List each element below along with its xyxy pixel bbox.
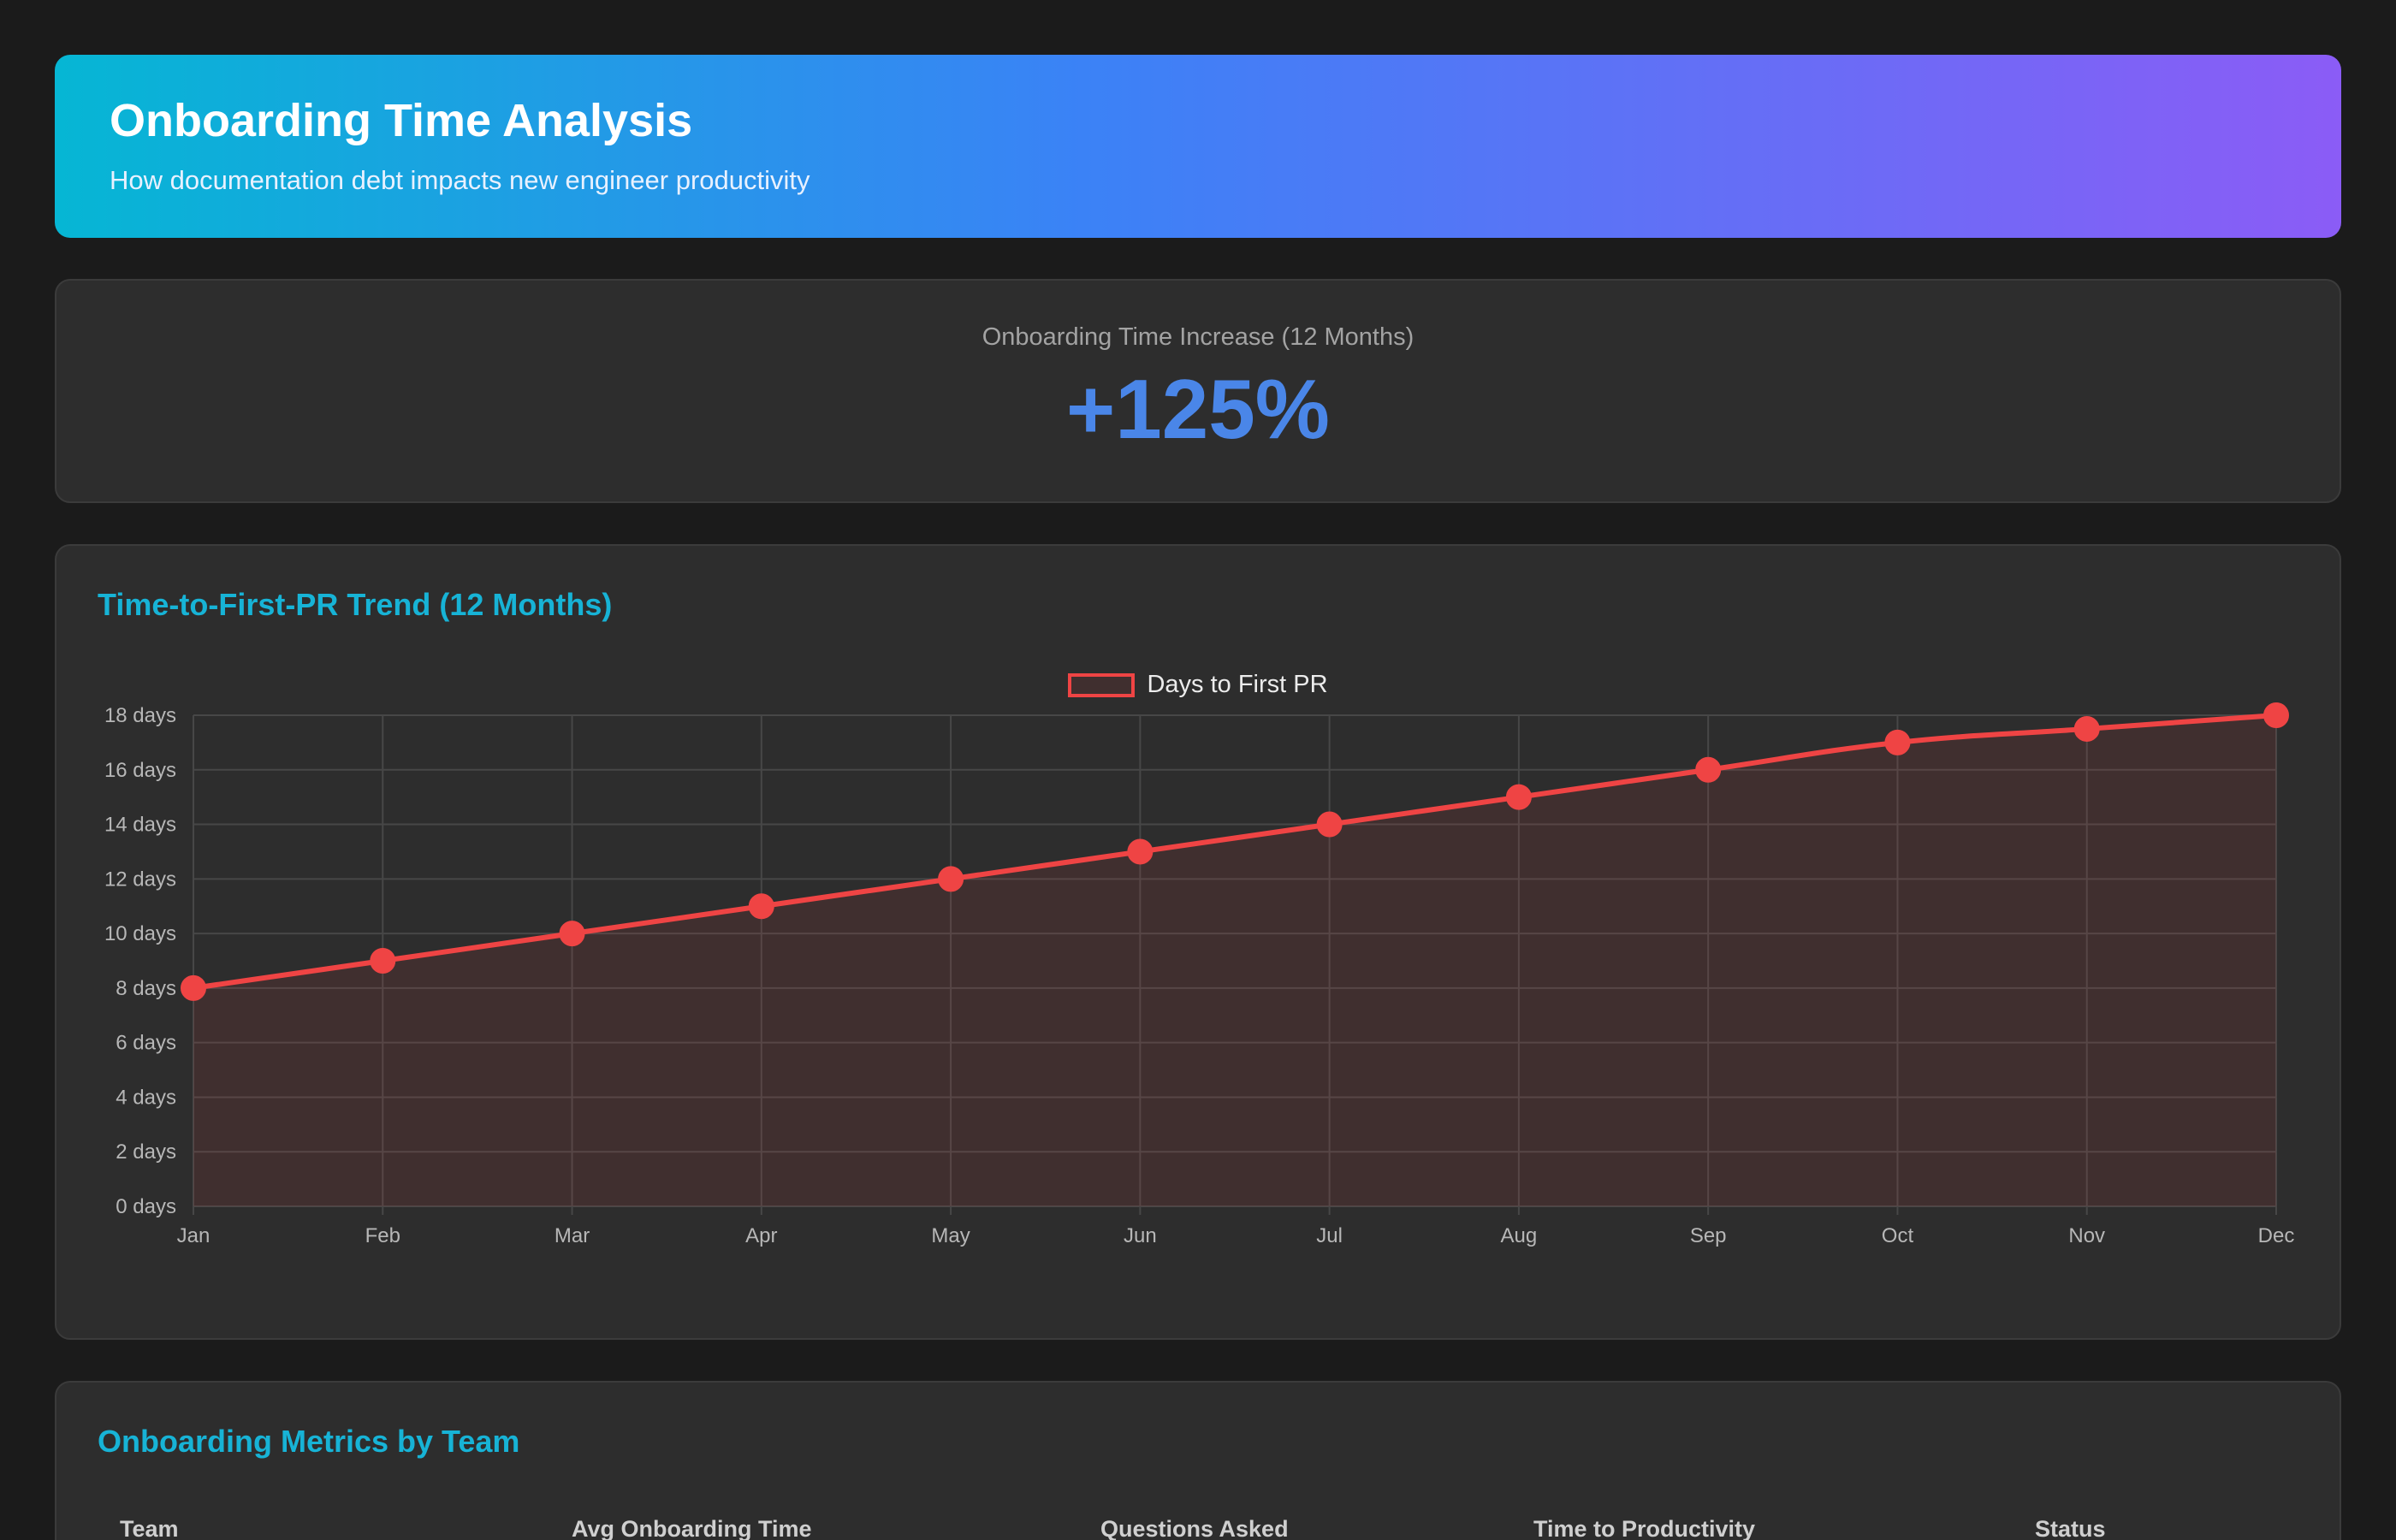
y-tick-label: 0 days [116, 1195, 176, 1218]
data-point[interactable] [1316, 811, 1343, 838]
team-metrics-card: Onboarding Metrics by Team Team Avg Onbo… [55, 1381, 2341, 1540]
column-header-time-to-productivity[interactable]: Time to Productivity [1533, 1516, 1756, 1540]
x-tick-label: Oct [1882, 1224, 1914, 1247]
series-line [193, 713, 2277, 991]
x-tick-label: Feb [365, 1224, 400, 1247]
y-tick-label: 16 days [104, 759, 176, 782]
table-title: Onboarding Metrics by Team [98, 1424, 520, 1459]
legend-swatch[interactable] [1068, 672, 1136, 697]
y-tick-label: 12 days [104, 868, 176, 891]
data-point[interactable] [938, 866, 964, 892]
kpi-card: Onboarding Time Increase (12 Months) +12… [55, 279, 2341, 503]
column-header-team[interactable]: Team [120, 1516, 179, 1540]
x-tick-label: Aug [1501, 1224, 1538, 1247]
x-tick-label: Dec [2258, 1224, 2295, 1247]
y-tick-label: 4 days [116, 1086, 176, 1109]
data-point[interactable] [1884, 729, 1911, 755]
x-tick-label: Jan [177, 1224, 211, 1247]
chart-card: Time-to-First-PR Trend (12 Months) Days … [55, 544, 2341, 1340]
kpi-label: Onboarding Time Increase (12 Months) [982, 323, 1414, 351]
x-tick-label: Mar [555, 1224, 590, 1247]
column-header-questions-asked[interactable]: Questions Asked [1100, 1516, 1289, 1540]
x-tick-label: Jun [1124, 1224, 1157, 1247]
x-tick-label: Apr [745, 1224, 777, 1247]
data-point[interactable] [370, 948, 396, 974]
y-tick-label: 2 days [116, 1140, 176, 1164]
data-point[interactable] [1505, 784, 1532, 810]
data-point[interactable] [2263, 702, 2289, 728]
table-header-row: Team Avg Onboarding Time Questions Asked… [56, 1516, 2340, 1540]
data-point[interactable] [1127, 838, 1154, 865]
data-point[interactable] [559, 921, 585, 947]
y-tick-label: 14 days [104, 814, 176, 837]
x-tick-label: Nov [2068, 1224, 2105, 1247]
column-header-avg-onboarding-time[interactable]: Avg Onboarding Time [572, 1516, 812, 1540]
x-tick-label: Jul [1316, 1224, 1343, 1247]
line-chart: 0 days 2 days 4 days 6 days 8 days 10 days 12 … [104, 702, 2295, 1247]
data-point[interactable] [2073, 715, 2100, 742]
data-point[interactable] [181, 974, 206, 1001]
x-tick-label: Sep [1690, 1224, 1727, 1247]
data-point[interactable] [1695, 756, 1722, 783]
page-subtitle: How documentation debt impacts new engin… [110, 165, 810, 196]
y-tick-label: 8 days [116, 977, 176, 1000]
y-tick-label: 10 days [104, 922, 176, 945]
series-area [193, 715, 2276, 1206]
y-tick-label: 6 days [116, 1032, 176, 1055]
chart-title: Time-to-First-PR Trend (12 Months) [98, 587, 613, 622]
page-title: Onboarding Time Analysis [110, 95, 693, 146]
page-header: Onboarding Time Analysis How documentati… [55, 55, 2341, 238]
column-header-status[interactable]: Status [2035, 1516, 2106, 1540]
y-tick-label: 18 days [104, 704, 176, 727]
kpi-value: +125% [1066, 362, 1330, 456]
chart-legend: Days to First PR [56, 671, 2340, 705]
data-point[interactable] [748, 893, 774, 920]
x-tick-label: May [931, 1224, 970, 1247]
legend-label[interactable]: Days to First PR [1147, 671, 1328, 698]
